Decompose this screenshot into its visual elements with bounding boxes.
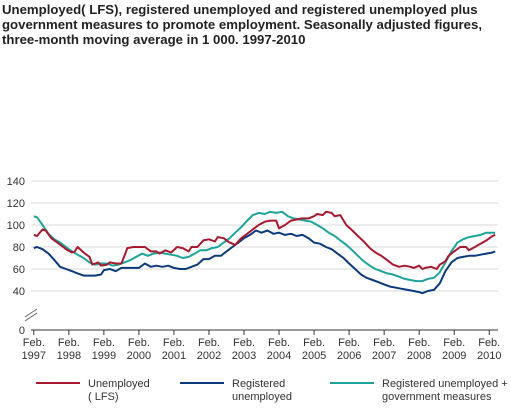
legend-label-registered-plus-measures: government measures (382, 391, 492, 403)
x-tick-year-label: 1998 (57, 350, 81, 362)
legend-label-unemployed-lfs: ( LFS) (88, 391, 119, 403)
y-tick-label: 120 (7, 198, 25, 210)
x-tick-year-label: 2008 (407, 350, 431, 362)
x-tick-year-label: 1997 (22, 350, 46, 362)
x-tick-month-label: Feb. (268, 337, 290, 349)
legend-label-registered-unemployed: Registered (232, 378, 285, 390)
axis-break-mark (24, 312, 38, 322)
series-line-registered-unemployed (33, 229, 496, 295)
legend-label-unemployed-lfs: Unemployed (88, 378, 150, 390)
x-tick-month-label: Feb. (443, 337, 465, 349)
x-tick-year-label: 2002 (197, 350, 221, 362)
chart-title-line-3: three-month moving average in 1 000. 199… (2, 32, 306, 47)
chart-title-line-2: government measures to promote employmen… (2, 17, 483, 32)
x-tick-month-label: Feb. (93, 337, 115, 349)
x-tick-year-label: 2004 (267, 350, 291, 362)
x-tick-year-label: 2010 (477, 350, 501, 362)
x-tick-month-label: Feb. (58, 337, 80, 349)
y-tick-label: 40 (13, 286, 25, 298)
axis-break-mark (24, 308, 38, 318)
x-tick-year-label: 2005 (302, 350, 326, 362)
series-line-unemployed-lfs (33, 210, 496, 270)
x-tick-month-label: Feb. (373, 337, 395, 349)
legend-label-registered-unemployed: unemployed (232, 391, 292, 403)
x-tick-month-label: Feb. (303, 337, 325, 349)
x-tick-year-label: 2003 (232, 350, 256, 362)
y-tick-label: 80 (13, 242, 25, 254)
x-tick-year-label: 2001 (162, 350, 186, 362)
chart-title-line-1: Unemployed( LFS), registered unemployed … (2, 2, 478, 17)
x-tick-year-label: 1999 (92, 350, 116, 362)
chart-title: Unemployed( LFS), registered unemployed … (2, 2, 507, 47)
y-tick-label: 140 (7, 176, 25, 188)
x-tick-year-label: 2006 (337, 350, 361, 362)
x-tick-year-label: 2009 (442, 350, 466, 362)
y-tick-label: 0 (19, 325, 25, 337)
x-tick-month-label: Feb. (338, 337, 360, 349)
y-tick-label: 100 (7, 220, 25, 232)
y-tick-label: 60 (13, 264, 25, 276)
legend-label-registered-plus-measures: Registered unemployed + (382, 378, 508, 390)
x-tick-month-label: Feb. (128, 337, 150, 349)
x-tick-month-label: Feb. (198, 337, 220, 349)
x-tick-month-label: Feb. (408, 337, 430, 349)
x-tick-month-label: Feb. (163, 337, 185, 349)
x-tick-month-label: Feb. (478, 337, 500, 349)
x-tick-month-label: Feb. (23, 337, 45, 349)
x-tick-year-label: 2000 (127, 350, 151, 362)
x-tick-year-label: 2007 (372, 350, 396, 362)
x-tick-month-label: Feb. (233, 337, 255, 349)
